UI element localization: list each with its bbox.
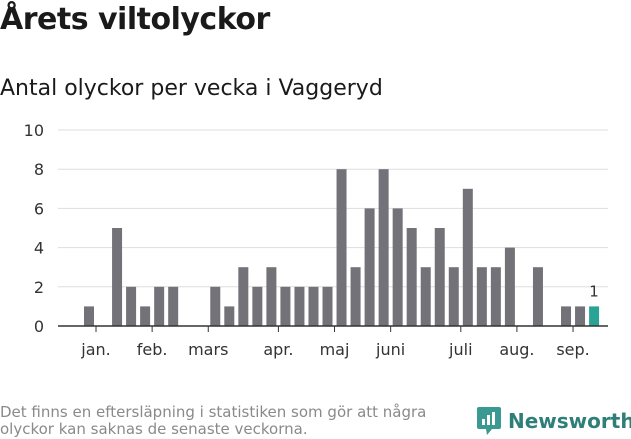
bar: [575, 306, 586, 326]
bar: [434, 228, 445, 326]
bar: [126, 286, 137, 326]
bar: [322, 286, 333, 326]
bar: [532, 267, 543, 326]
chart-title: Årets viltolyckor: [0, 2, 270, 37]
y-tick-label: 0: [34, 317, 44, 336]
bar-chart: 0 2 4 6 8 10 1 jan. feb. mars apr. maj juni juli aug. s…: [24, 121, 608, 359]
bar-highlight: [589, 306, 600, 326]
x-tick-label: jan.: [80, 340, 110, 359]
x-tick-label: maj: [320, 340, 350, 359]
bar: [561, 306, 572, 326]
y-tick-label: 8: [34, 160, 44, 179]
bar: [392, 208, 403, 326]
newsworthy-logo-icon: [477, 407, 501, 435]
bar: [84, 306, 94, 326]
bar: [266, 267, 277, 326]
bar: [336, 169, 347, 326]
bar: [448, 267, 459, 326]
bar: [280, 286, 291, 326]
x-tick-label: apr.: [263, 340, 293, 359]
bar: [294, 286, 305, 326]
footnote: Det finns en eftersläpning i statistiken…: [0, 403, 427, 438]
x-tick-label: feb.: [137, 340, 168, 359]
bar: [112, 228, 123, 326]
brand-logo: Newsworthy: [476, 406, 631, 436]
bar: [154, 286, 165, 326]
chart-subtitle: Antal olyckor per vecka i Vaggeryd: [0, 76, 383, 101]
y-tick-label: 4: [34, 239, 44, 258]
bar: [210, 286, 221, 326]
bar: [224, 306, 235, 326]
bar: [350, 267, 361, 326]
x-tick-label: mars: [188, 340, 228, 359]
bar: [406, 228, 417, 326]
bar: [476, 267, 487, 326]
bar: [308, 286, 319, 326]
y-tick-label: 6: [34, 199, 44, 218]
bar: [490, 267, 501, 326]
x-tick-label: aug.: [499, 340, 534, 359]
bar: [504, 247, 515, 326]
data-label: 1: [589, 282, 599, 300]
x-tick-label: sep.: [556, 340, 589, 359]
y-tick-label: 2: [34, 278, 44, 297]
bar: [420, 267, 431, 326]
bar: [168, 286, 179, 326]
brand-name: Newsworthy: [508, 409, 631, 433]
bar: [378, 169, 389, 326]
x-tick-label: juni: [375, 340, 405, 359]
bar: [140, 306, 151, 326]
bar: [252, 286, 263, 326]
bar: [364, 208, 375, 326]
x-tick-label: juli: [448, 340, 472, 359]
y-tick-label: 10: [24, 121, 44, 140]
bar: [462, 188, 473, 326]
bar: [238, 267, 249, 326]
